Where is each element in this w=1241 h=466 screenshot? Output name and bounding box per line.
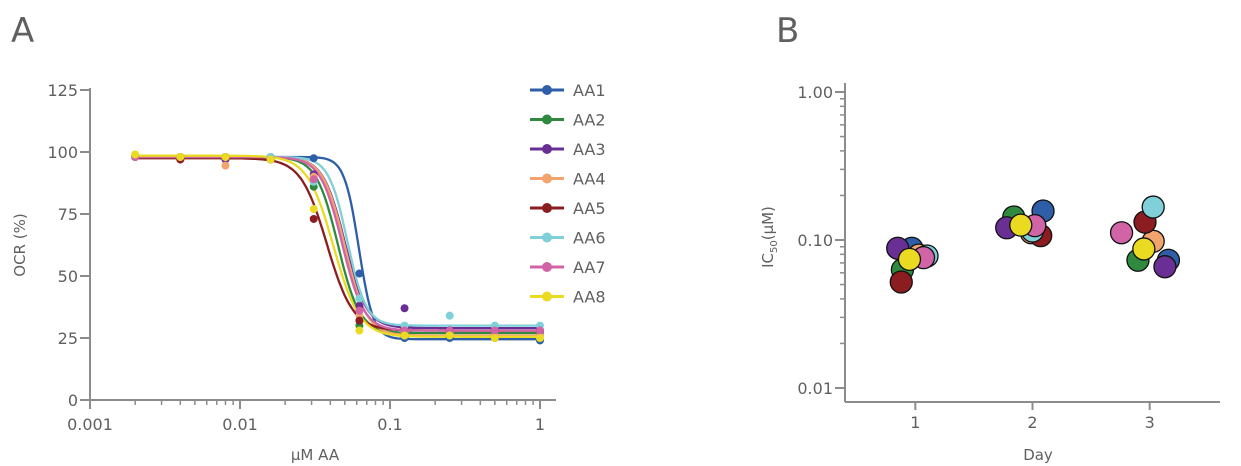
ic50-point-aa7: [1109, 221, 1134, 245]
y-axis-label: OCR (%): [11, 213, 29, 276]
ic50-axes: 0.01 0.10 1.00 1 2 3: [797, 83, 1220, 432]
x-axis-label: µM AA: [291, 446, 340, 464]
data-point-aa7: [536, 326, 544, 335]
data-point-aa1: [309, 154, 318, 163]
legend-marker-aa4: [542, 173, 552, 184]
x-tick-label: 0.1: [377, 415, 402, 434]
legend-label-aa3: AA3: [573, 140, 606, 159]
legend-marker-aa7: [542, 262, 552, 272]
ic50-point-aa3: [1153, 255, 1177, 279]
data-point-aa6: [445, 311, 454, 320]
data-point-aa8: [355, 326, 364, 335]
legend-label-aa8: AA8: [573, 288, 606, 307]
y-tick-label: 1.00: [797, 83, 833, 102]
data-point-aa7: [490, 326, 499, 335]
y-tick-label: 100: [47, 143, 78, 162]
ic50-point-aa8: [1009, 213, 1033, 237]
y-tick-label: 50: [58, 267, 78, 286]
x-tick-label: 2: [1027, 413, 1037, 432]
ic50-points: [886, 195, 1181, 294]
x-axis-label-day: Day: [1023, 446, 1053, 464]
ic50-scatter-chart: 0.01 0.10 1.00 1 2 3 Day IC50(µM): [759, 83, 1220, 464]
x-tick-label: 0.01: [222, 415, 258, 434]
ic50-point-aa5: [889, 270, 913, 294]
dose-response-axes: 0 25 50 75 100 125 0.001 0.01 0.1 1: [47, 81, 556, 434]
ic50-label-unit: (µM): [759, 206, 777, 240]
legend-label-aa7: AA7: [573, 258, 606, 277]
data-point-aa7: [355, 306, 364, 315]
data-point-aa8: [221, 152, 230, 161]
y-tick-label: 125: [47, 81, 78, 100]
panel-b-letter: B: [776, 11, 799, 51]
legend-label-aa1: AA1: [573, 81, 606, 100]
y-tick-label: 0.10: [797, 231, 833, 250]
legend-marker-aa8: [542, 291, 552, 302]
data-point-aa8: [309, 205, 318, 214]
legend-label-aa2: AA2: [573, 111, 606, 130]
y-axis-label-ic50: IC50(µM): [759, 206, 780, 268]
ic50-label-sub: 50: [769, 240, 780, 253]
legend-marker-aa5: [542, 203, 552, 213]
dose-response-curves: [135, 154, 540, 341]
data-point-aa7: [309, 175, 318, 184]
x-tick-label: 0.001: [67, 415, 113, 434]
data-point-aa8: [176, 152, 185, 161]
data-point-aa5: [355, 316, 364, 325]
x-tick-label: 1: [535, 415, 545, 434]
data-point-aa3: [400, 304, 409, 313]
legend: AA1 AA2 AA3 AA4 AA5 AA6 AA7 AA8: [530, 81, 606, 307]
ic50-point-aa8: [1132, 237, 1156, 261]
fit-curve-aa7: [135, 155, 540, 332]
legend-label-aa4: AA4: [573, 170, 606, 189]
panel-a-letter: A: [11, 11, 34, 51]
data-point-aa4: [221, 161, 230, 170]
y-tick-label: 0: [68, 391, 78, 410]
legend-marker-aa6: [542, 232, 552, 243]
y-tick-label: 0.01: [797, 379, 833, 398]
data-point-aa8: [131, 150, 140, 159]
ic50-label-main: IC: [759, 253, 777, 268]
data-point-aa8: [445, 331, 454, 340]
x-tick-label: 1: [910, 413, 920, 432]
y-tick-label: 25: [58, 329, 78, 348]
legend-marker-aa1: [542, 85, 552, 95]
legend-marker-aa2: [542, 114, 552, 125]
data-point-aa8: [536, 334, 544, 342]
legend-label-aa6: AA6: [573, 229, 606, 248]
data-point-aa6: [355, 294, 364, 303]
data-point-aa8: [266, 155, 275, 164]
y-tick-label: 75: [58, 205, 78, 224]
data-point-aa8: [400, 331, 409, 340]
data-point-aa8: [490, 334, 499, 342]
fit-curve-aa2: [135, 155, 540, 335]
data-point-aa5: [309, 214, 318, 223]
legend-label-aa5: AA5: [573, 199, 606, 218]
data-point-aa1: [355, 269, 364, 278]
ic50-point-aa6: [1141, 195, 1165, 219]
ic50-point-aa8: [897, 247, 922, 272]
fit-curve-aa8: [135, 154, 540, 338]
legend-marker-aa3: [542, 144, 552, 154]
dose-response-points: [131, 150, 544, 345]
x-tick-label: 3: [1145, 413, 1155, 432]
